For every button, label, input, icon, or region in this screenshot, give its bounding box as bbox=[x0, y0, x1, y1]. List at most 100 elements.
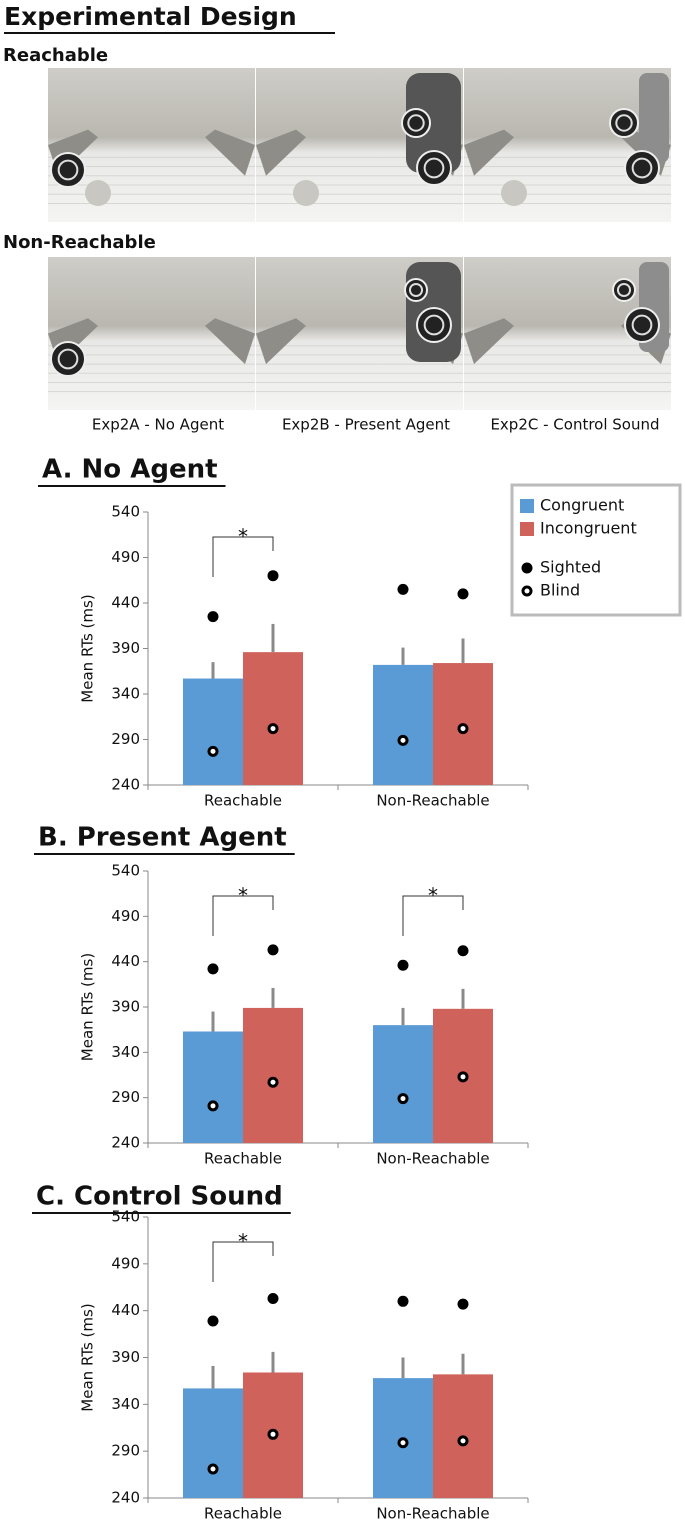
x-tick-label: Non-Reachable bbox=[376, 1150, 489, 1168]
blind-dot bbox=[397, 1093, 409, 1105]
blind-dot bbox=[207, 1100, 219, 1112]
legend-box bbox=[510, 483, 682, 617]
significance-bracket bbox=[402, 895, 464, 936]
y-tick-label: 490 bbox=[111, 548, 140, 566]
blind-dot bbox=[457, 1071, 469, 1083]
y-axis-label: Mean RTs (ms) bbox=[79, 953, 97, 1061]
speaker bbox=[50, 341, 86, 377]
x-tick-label: Reachable bbox=[204, 1150, 282, 1168]
y-tick-label: 340 bbox=[111, 1395, 140, 1413]
speaker bbox=[609, 108, 639, 138]
chart-title: C. Control Sound bbox=[36, 1182, 283, 1212]
table-edge bbox=[256, 318, 306, 365]
significance-bracket bbox=[212, 1241, 274, 1282]
y-tick-label: 440 bbox=[111, 952, 140, 970]
speaker bbox=[401, 108, 431, 138]
speaker-ring bbox=[57, 348, 79, 370]
bar bbox=[243, 1007, 303, 1143]
legend-label: Blind bbox=[540, 581, 580, 600]
x-tick-label: Reachable bbox=[204, 1505, 282, 1522]
speaker-ring bbox=[57, 159, 79, 181]
sighted-dot bbox=[457, 588, 469, 600]
y-tick-label: 240 bbox=[111, 1134, 140, 1152]
y-tick-label: 540 bbox=[111, 1208, 140, 1226]
bar bbox=[373, 664, 433, 785]
y-tick-label: 440 bbox=[111, 1301, 140, 1319]
speaker-ring bbox=[408, 282, 424, 298]
speaker-ring bbox=[407, 114, 425, 132]
y-tick-label: 340 bbox=[111, 685, 140, 703]
speaker bbox=[416, 307, 452, 343]
sighted-dot bbox=[397, 583, 409, 595]
legend-label: Congruent bbox=[540, 496, 624, 515]
bar bbox=[373, 1025, 433, 1143]
speaker-ring bbox=[615, 114, 633, 132]
speaker-ring bbox=[631, 314, 653, 336]
significance-bracket bbox=[212, 536, 274, 577]
table-edge bbox=[256, 129, 306, 176]
significance-label: * bbox=[238, 1230, 248, 1254]
y-tick-label: 240 bbox=[111, 776, 140, 794]
blind-dot bbox=[267, 1076, 279, 1088]
row-label: Non-Reachable bbox=[3, 232, 156, 253]
bar bbox=[243, 652, 303, 785]
y-axis-label: Mean RTs (ms) bbox=[79, 1303, 97, 1411]
legend-marker bbox=[521, 585, 533, 597]
y-tick-label: 390 bbox=[111, 998, 140, 1016]
ball bbox=[293, 180, 319, 206]
speaker bbox=[624, 307, 660, 343]
column-label: Exp2C - Control Sound bbox=[490, 416, 659, 434]
legend-swatch bbox=[520, 499, 534, 513]
sighted-dot bbox=[267, 570, 279, 582]
y-tick-label: 390 bbox=[111, 639, 140, 657]
significance-label: * bbox=[428, 884, 438, 908]
sighted-dot bbox=[207, 611, 219, 623]
blind-dot bbox=[397, 1437, 409, 1449]
y-tick-label: 240 bbox=[111, 1489, 140, 1507]
sighted-dot bbox=[207, 1315, 219, 1327]
significance-bracket bbox=[212, 895, 274, 936]
significance-label: * bbox=[238, 525, 248, 549]
y-tick-label: 290 bbox=[111, 1442, 140, 1460]
y-tick-label: 540 bbox=[111, 862, 140, 880]
speaker-ring bbox=[423, 157, 445, 179]
ball bbox=[85, 180, 111, 206]
x-tick-label: Reachable bbox=[204, 792, 282, 810]
sighted-dot bbox=[457, 1298, 469, 1310]
blind-dot bbox=[457, 723, 469, 735]
table-edge bbox=[205, 318, 255, 365]
y-tick-label: 390 bbox=[111, 1348, 140, 1366]
blind-dot bbox=[207, 745, 219, 757]
sighted-dot bbox=[397, 959, 409, 971]
blind-dot bbox=[267, 723, 279, 735]
legend-swatch bbox=[520, 522, 534, 536]
legend-label: Sighted bbox=[540, 558, 601, 577]
y-tick-label: 490 bbox=[111, 1254, 140, 1272]
column-label: Exp2B - Present Agent bbox=[282, 416, 450, 434]
row-label: Reachable bbox=[3, 45, 108, 66]
bar bbox=[183, 1031, 243, 1143]
x-tick-label: Non-Reachable bbox=[376, 792, 489, 810]
sighted-dot bbox=[457, 945, 469, 957]
x-tick-label: Non-Reachable bbox=[376, 1505, 489, 1522]
y-tick-label: 290 bbox=[111, 730, 140, 748]
cylinder bbox=[639, 73, 669, 163]
y-tick-label: 540 bbox=[111, 503, 140, 521]
column-label: Exp2A - No Agent bbox=[92, 416, 224, 434]
sighted-dot bbox=[207, 963, 219, 975]
agent bbox=[406, 73, 461, 173]
speaker-ring bbox=[631, 157, 653, 179]
speaker-ring bbox=[616, 282, 632, 298]
speaker bbox=[612, 278, 636, 302]
speaker-ring bbox=[423, 314, 445, 336]
scene-panels bbox=[48, 68, 671, 410]
blind-dot bbox=[207, 1463, 219, 1475]
significance-label: * bbox=[238, 884, 248, 908]
blind-dot bbox=[267, 1428, 279, 1440]
bar bbox=[183, 1388, 243, 1498]
table-edge bbox=[205, 129, 255, 176]
blind-dot bbox=[397, 734, 409, 746]
sighted-dot bbox=[267, 944, 279, 956]
legend-label: Incongruent bbox=[540, 519, 637, 538]
